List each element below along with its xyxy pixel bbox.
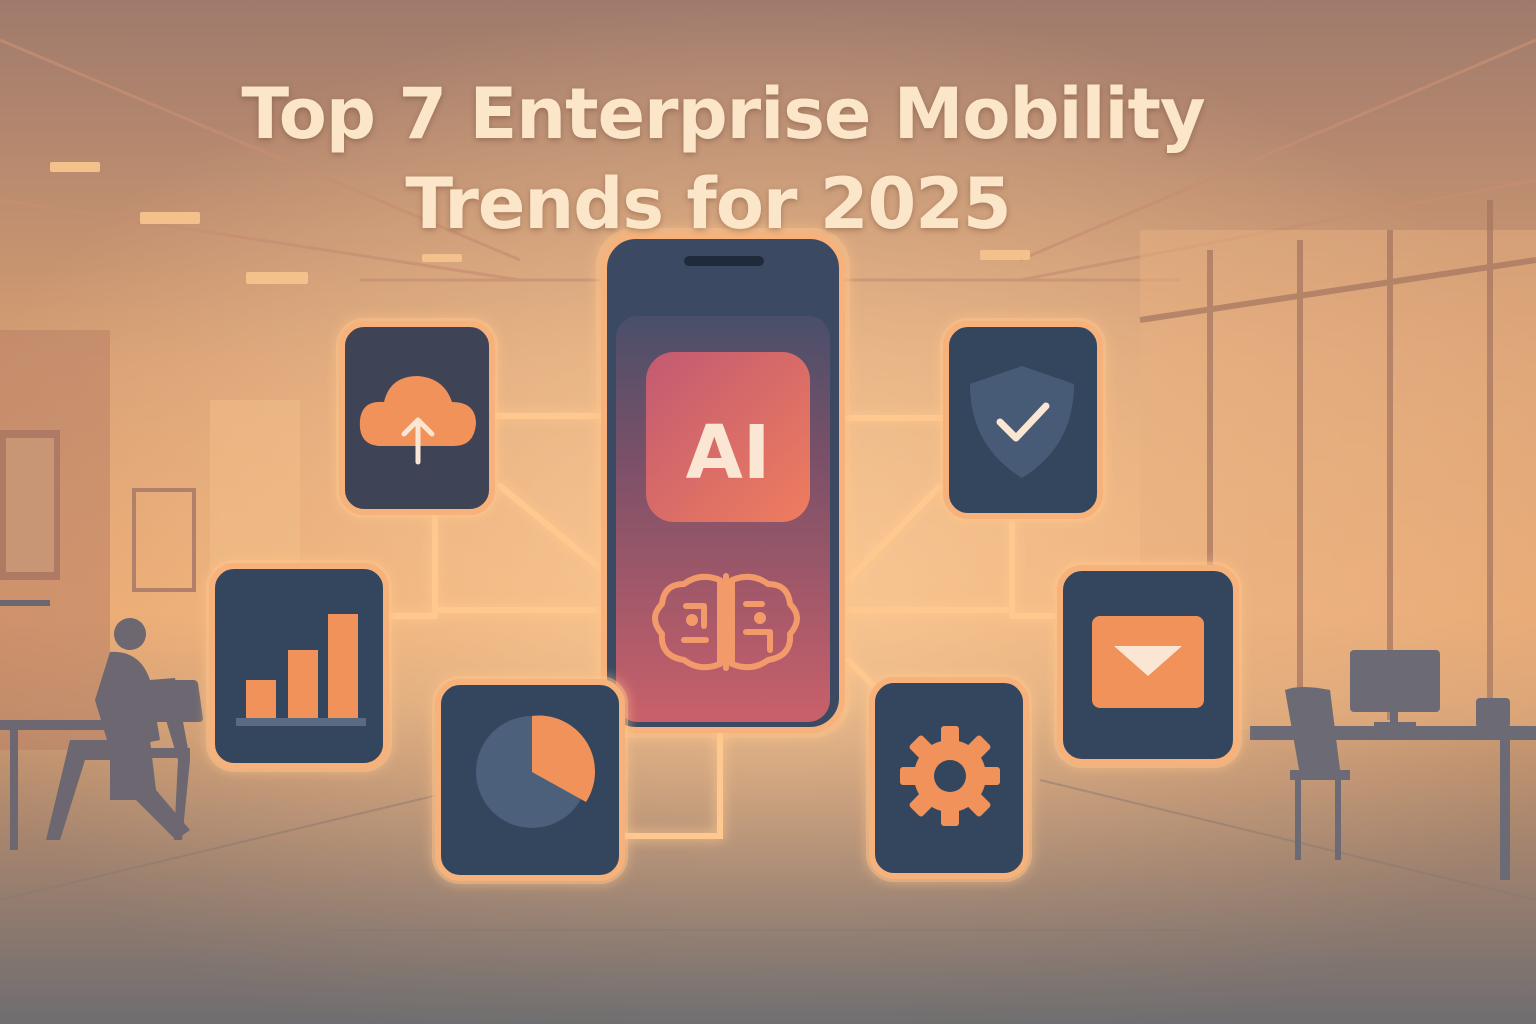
email-icon xyxy=(1092,616,1204,708)
tile-messaging xyxy=(1054,562,1242,768)
title-line-2: Trends for 2025 xyxy=(405,162,1011,245)
tile-analytics xyxy=(206,560,392,772)
ai-badge-text: AI xyxy=(686,410,771,496)
brain-icon xyxy=(652,573,800,671)
bar-chart-icon xyxy=(236,614,366,726)
gear-icon xyxy=(900,726,1000,826)
tile-security xyxy=(940,318,1106,522)
ceiling xyxy=(0,38,1536,282)
tile-reporting xyxy=(432,676,628,884)
tile-settings xyxy=(866,674,1032,882)
person-at-laptop xyxy=(0,600,203,850)
page-title: Top 7 Enterprise Mobility Trends for 202… xyxy=(0,69,1536,249)
left-wall xyxy=(0,330,300,750)
ceiling-lights xyxy=(50,162,1030,284)
pie-chart-icon xyxy=(476,715,595,828)
shield-check-icon xyxy=(970,366,1074,478)
desk-right xyxy=(1250,650,1536,880)
tile-cloud-upload xyxy=(336,318,498,518)
title-line-1: Top 7 Enterprise Mobility xyxy=(241,72,1205,155)
phone-speaker xyxy=(684,256,764,266)
cloud-upload-icon xyxy=(359,376,476,465)
ai-phone: AI xyxy=(596,228,850,738)
ai-badge xyxy=(646,352,810,522)
